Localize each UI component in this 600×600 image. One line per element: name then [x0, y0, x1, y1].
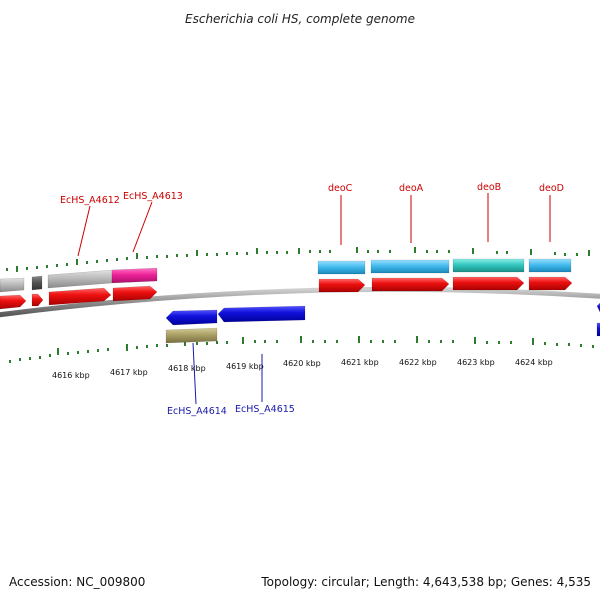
- cds-forward-arrow: [31, 293, 44, 307]
- label-leaders: [77, 193, 551, 405]
- cds-forward-arrow: [318, 278, 366, 293]
- gene-label: deoD: [539, 183, 564, 194]
- scale-labels: 4616 kbp 4617 kbp 4618 kbp 4619 kbp 4620…: [52, 358, 553, 380]
- scale-label: 4619 kbp: [226, 362, 264, 371]
- feature-cyan-deoA: [370, 259, 450, 274]
- cds-reverse-partial: [596, 322, 600, 337]
- gene-label: EcHS_A4614: [167, 406, 227, 417]
- map-title: Escherichia coli HS, complete genome: [185, 12, 415, 26]
- feature-gray: [0, 277, 25, 293]
- reverse-cds-track: [165, 302, 600, 337]
- feature-dark: [31, 275, 43, 291]
- cds-forward-arrow: [371, 277, 450, 292]
- inner-scale-ticks: [9, 336, 594, 363]
- gene-label: EcHS_A4615: [235, 404, 295, 415]
- gene-labels: EcHS_A4612 EcHS_A4613 deoC deoA deoB deo…: [60, 182, 564, 417]
- scale-label: 4622 kbp: [399, 358, 437, 367]
- feature-track-outer: [0, 258, 572, 293]
- scale-label: 4617 kbp: [110, 368, 148, 377]
- genome-backbone: [0, 286, 600, 318]
- feature-gray: [47, 269, 113, 289]
- scale-label: 4616 kbp: [52, 371, 90, 380]
- feature-magenta: [111, 267, 158, 284]
- gene-label: deoC: [328, 183, 353, 194]
- gene-label: deoA: [399, 183, 424, 194]
- outer-scale-ticks: [6, 247, 590, 272]
- feature-cyan-deoC: [317, 260, 366, 275]
- cds-reverse-arrow: [217, 305, 306, 323]
- feature-cyan-deoD: [528, 258, 572, 273]
- feature-track-inner: [165, 327, 218, 344]
- gene-label: EcHS_A4612: [60, 195, 120, 206]
- accession-text: Accession: NC_009800: [9, 575, 146, 589]
- feature-olive: [165, 327, 218, 344]
- scale-label: 4624 kbp: [515, 358, 553, 367]
- cds-reverse-arrow: [165, 309, 218, 326]
- cds-forward-arrow: [48, 287, 112, 306]
- scale-label: 4620 kbp: [283, 359, 321, 368]
- gene-label: deoB: [477, 182, 501, 193]
- gene-label: EcHS_A4613: [123, 191, 183, 202]
- scale-label: 4621 kbp: [341, 358, 379, 367]
- topology-summary-text: Topology: circular; Length: 4,643,538 bp…: [261, 575, 591, 589]
- scale-label: 4623 kbp: [457, 358, 495, 367]
- feature-teal-deoB: [452, 258, 525, 273]
- cds-forward-arrow: [452, 276, 525, 291]
- cds-forward-arrow: [112, 285, 158, 302]
- cds-reverse-arrow: [596, 302, 600, 313]
- forward-cds-track: [0, 276, 573, 310]
- cds-forward-arrow: [0, 294, 27, 310]
- scale-label: 4618 kbp: [168, 364, 206, 373]
- cds-forward-arrow: [528, 276, 573, 291]
